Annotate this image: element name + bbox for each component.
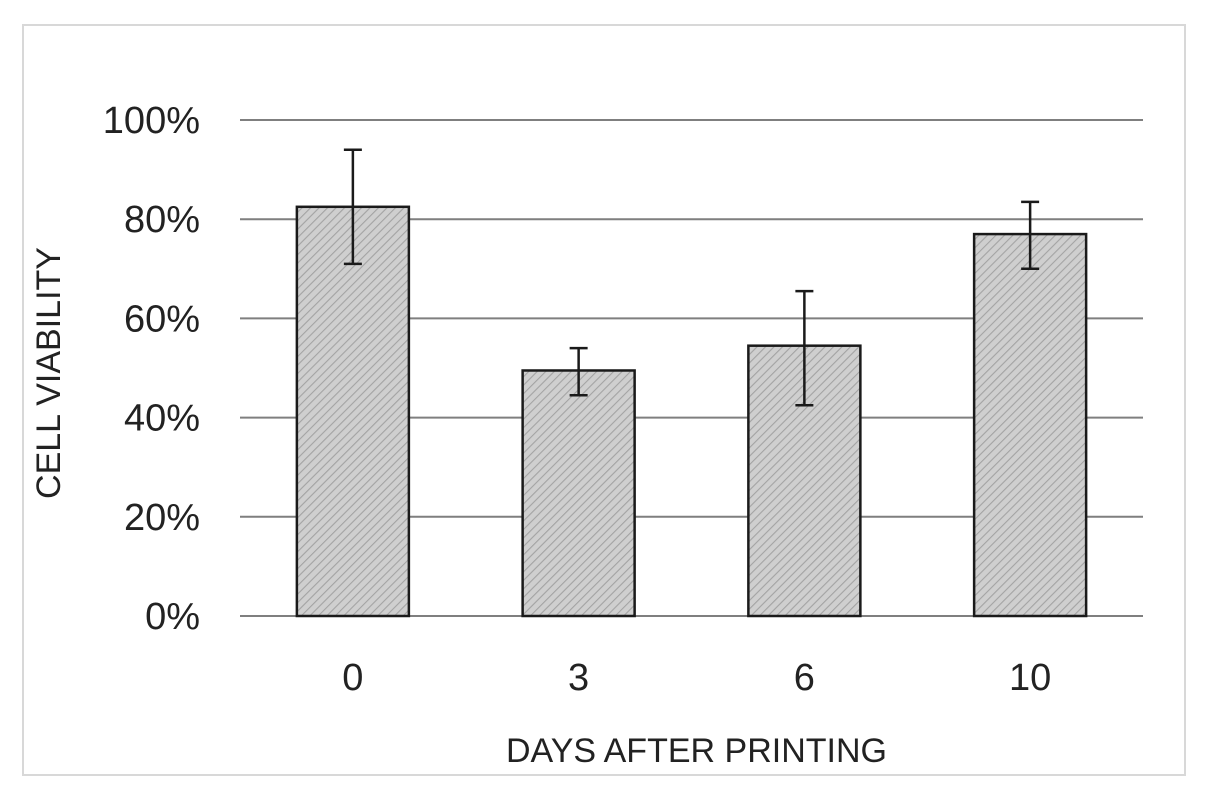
- y-axis-title: CELL VIABILITY: [30, 247, 68, 499]
- y-tick-label: 80%: [124, 199, 200, 241]
- bar-day-3: [521, 369, 636, 618]
- y-tick-label: 100%: [103, 100, 200, 142]
- y-tick-labels: 0% 20% 40% 60% 80% 100%: [103, 100, 200, 638]
- x-tick-labels: 0 3 6 10: [342, 657, 1051, 699]
- error-bars: [343, 148, 1040, 407]
- y-tick-label: 0%: [145, 596, 200, 638]
- error-bar-day-0: [343, 148, 362, 266]
- x-axis-title: DAYS AFTER PRINTING: [506, 732, 887, 770]
- y-tick-label: 20%: [124, 497, 200, 539]
- x-tick-label: 6: [794, 657, 815, 699]
- x-tick-label: 3: [568, 657, 589, 699]
- bar-day-10: [972, 232, 1088, 618]
- error-bar-day-6: [795, 289, 814, 407]
- y-tick-label: 40%: [124, 398, 200, 440]
- y-tick-label: 60%: [124, 298, 200, 340]
- error-bar-day-10: [1021, 200, 1040, 271]
- x-tick-label: 0: [342, 657, 363, 699]
- x-tick-label: 10: [1009, 657, 1051, 699]
- bar-day-0: [295, 205, 411, 618]
- error-bar-day-3: [569, 346, 588, 397]
- bars: [295, 205, 1088, 618]
